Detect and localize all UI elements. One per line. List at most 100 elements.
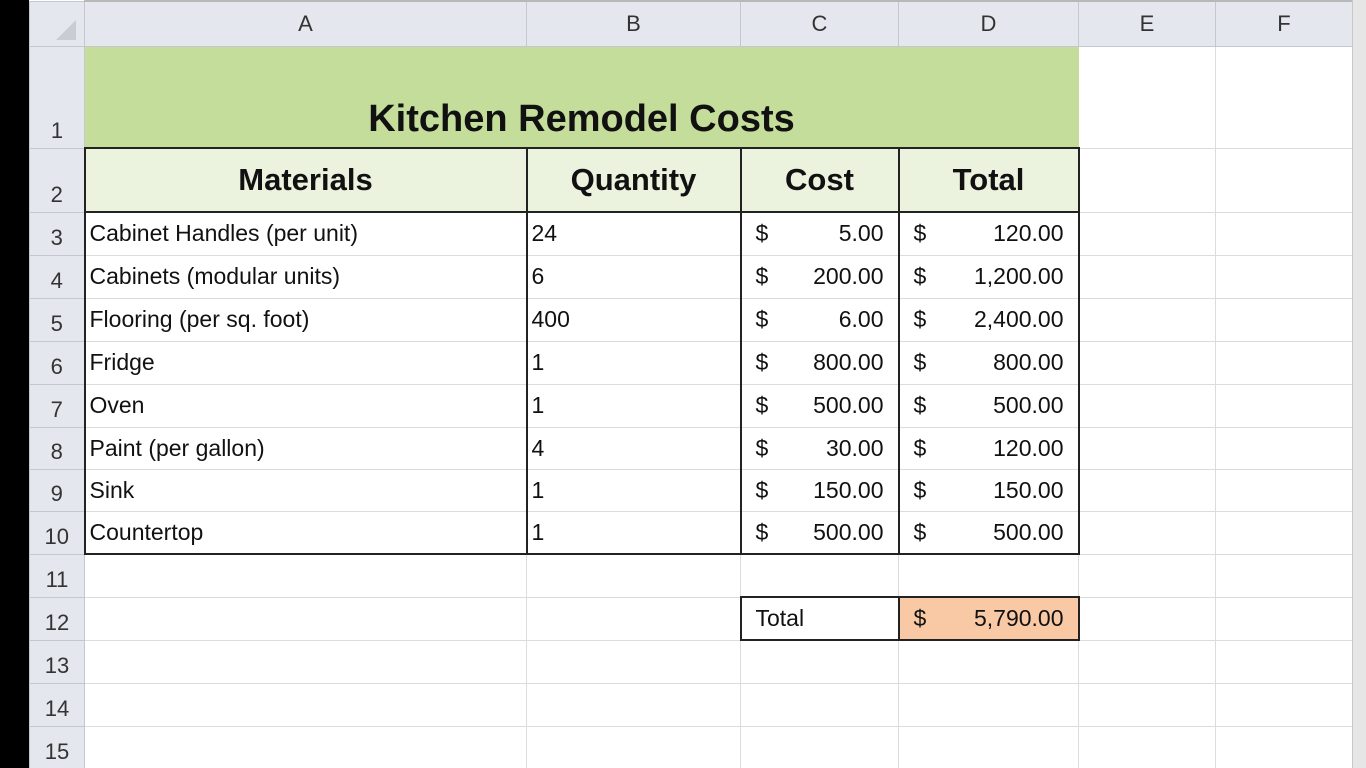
empty-cell[interactable] — [1078, 596, 1216, 641]
empty-cell[interactable] — [84, 725, 527, 768]
material-cell[interactable]: Cabinet Handles (per unit) — [83, 211, 528, 256]
row-header-5[interactable]: 5 — [29, 297, 85, 342]
empty-cell[interactable] — [1215, 426, 1353, 470]
empty-cell[interactable] — [526, 639, 741, 684]
empty-cell[interactable] — [1078, 682, 1216, 727]
row-header-4[interactable]: 4 — [29, 254, 85, 299]
empty-cell[interactable] — [526, 553, 741, 598]
empty-cell[interactable] — [84, 553, 527, 598]
row-header-11[interactable]: 11 — [29, 553, 85, 598]
empty-cell[interactable] — [1078, 553, 1216, 598]
quantity-cell[interactable]: 1 — [525, 510, 742, 555]
spreadsheet-grid[interactable]: A B C D E F 1 Kitchen Remodel Costs 2 Materials Qu… — [29, 0, 1353, 768]
quantity-cell[interactable]: 400 — [525, 297, 742, 342]
empty-cell[interactable] — [84, 596, 527, 641]
empty-cell[interactable] — [84, 639, 527, 684]
column-header-b[interactable]: B — [526, 0, 741, 47]
row-header-13[interactable]: 13 — [29, 639, 85, 684]
cost-cell[interactable]: $30.00 — [739, 426, 900, 470]
quantity-cell[interactable]: 1 — [525, 383, 742, 428]
row-header-15[interactable]: 15 — [29, 725, 85, 768]
cost-cell[interactable]: $800.00 — [739, 340, 900, 385]
total-cell[interactable]: $2,400.00 — [897, 297, 1080, 342]
column-header-a[interactable]: A — [84, 0, 527, 47]
material-cell[interactable]: Fridge — [83, 340, 528, 385]
empty-cell[interactable] — [1215, 639, 1353, 684]
empty-cell[interactable] — [898, 725, 1079, 768]
empty-cell[interactable] — [1078, 426, 1216, 470]
empty-cell[interactable] — [1215, 45, 1353, 149]
row-header-7[interactable]: 7 — [29, 383, 85, 428]
cost-cell[interactable]: $500.00 — [739, 510, 900, 555]
empty-cell[interactable] — [1215, 147, 1353, 213]
total-cell[interactable]: $120.00 — [897, 211, 1080, 256]
row-header-6[interactable]: 6 — [29, 340, 85, 385]
material-cell[interactable]: Cabinets (modular units) — [83, 254, 528, 299]
grand-total-label[interactable]: Total — [739, 596, 900, 641]
empty-cell[interactable] — [1215, 254, 1353, 299]
row-header-8[interactable]: 8 — [29, 426, 85, 470]
empty-cell[interactable] — [1078, 254, 1216, 299]
empty-cell[interactable] — [898, 553, 1079, 598]
total-cell[interactable]: $500.00 — [897, 383, 1080, 428]
material-cell[interactable]: Flooring (per sq. foot) — [83, 297, 528, 342]
empty-cell[interactable] — [1215, 383, 1353, 428]
material-cell[interactable]: Countertop — [83, 510, 528, 555]
row-header-2[interactable]: 2 — [29, 147, 85, 213]
cost-cell[interactable]: $5.00 — [739, 211, 900, 256]
empty-cell[interactable] — [84, 682, 527, 727]
header-cell-quantity[interactable]: Quantity — [525, 147, 742, 213]
empty-cell[interactable] — [1215, 468, 1353, 512]
column-header-f[interactable]: F — [1215, 0, 1353, 47]
material-cell[interactable]: Sink — [83, 468, 528, 512]
cost-cell[interactable]: $200.00 — [739, 254, 900, 299]
empty-cell[interactable] — [1078, 639, 1216, 684]
material-cell[interactable]: Paint (per gallon) — [83, 426, 528, 470]
empty-cell[interactable] — [1078, 383, 1216, 428]
empty-cell[interactable] — [1215, 596, 1353, 641]
title-cell[interactable]: Kitchen Remodel Costs — [84, 45, 1079, 149]
header-cell-materials[interactable]: Materials — [83, 147, 528, 213]
row-header-1[interactable]: 1 — [29, 45, 85, 149]
grand-total-value[interactable]: $5,790.00 — [897, 596, 1080, 641]
column-header-d[interactable]: D — [898, 0, 1079, 47]
total-cell[interactable]: $1,200.00 — [897, 254, 1080, 299]
total-cell[interactable]: $500.00 — [897, 510, 1080, 555]
empty-cell[interactable] — [1215, 340, 1353, 385]
quantity-cell[interactable]: 1 — [525, 340, 742, 385]
empty-cell[interactable] — [1215, 725, 1353, 768]
empty-cell[interactable] — [1078, 45, 1216, 149]
empty-cell[interactable] — [740, 639, 899, 684]
total-cell[interactable]: $150.00 — [897, 468, 1080, 512]
quantity-cell[interactable]: 4 — [525, 426, 742, 470]
cost-cell[interactable]: $500.00 — [739, 383, 900, 428]
row-header-9[interactable]: 9 — [29, 468, 85, 512]
empty-cell[interactable] — [740, 725, 899, 768]
empty-cell[interactable] — [526, 682, 741, 727]
empty-cell[interactable] — [1078, 510, 1216, 555]
empty-cell[interactable] — [1078, 340, 1216, 385]
select-all-corner[interactable] — [29, 0, 85, 47]
total-cell[interactable]: $120.00 — [897, 426, 1080, 470]
empty-cell[interactable] — [1215, 211, 1353, 256]
header-cell-cost[interactable]: Cost — [739, 147, 900, 213]
empty-cell[interactable] — [1078, 468, 1216, 512]
quantity-cell[interactable]: 24 — [525, 211, 742, 256]
header-cell-total[interactable]: Total — [897, 147, 1080, 213]
row-header-14[interactable]: 14 — [29, 682, 85, 727]
vertical-scrollbar[interactable] — [1352, 0, 1366, 768]
row-header-12[interactable]: 12 — [29, 596, 85, 641]
empty-cell[interactable] — [1215, 510, 1353, 555]
empty-cell[interactable] — [526, 596, 741, 641]
empty-cell[interactable] — [740, 553, 899, 598]
material-cell[interactable]: Oven — [83, 383, 528, 428]
row-header-10[interactable]: 10 — [29, 510, 85, 555]
empty-cell[interactable] — [898, 639, 1079, 684]
empty-cell[interactable] — [1078, 147, 1216, 213]
empty-cell[interactable] — [1215, 553, 1353, 598]
cost-cell[interactable]: $6.00 — [739, 297, 900, 342]
empty-cell[interactable] — [526, 725, 741, 768]
empty-cell[interactable] — [1215, 682, 1353, 727]
total-cell[interactable]: $800.00 — [897, 340, 1080, 385]
empty-cell[interactable] — [1078, 211, 1216, 256]
